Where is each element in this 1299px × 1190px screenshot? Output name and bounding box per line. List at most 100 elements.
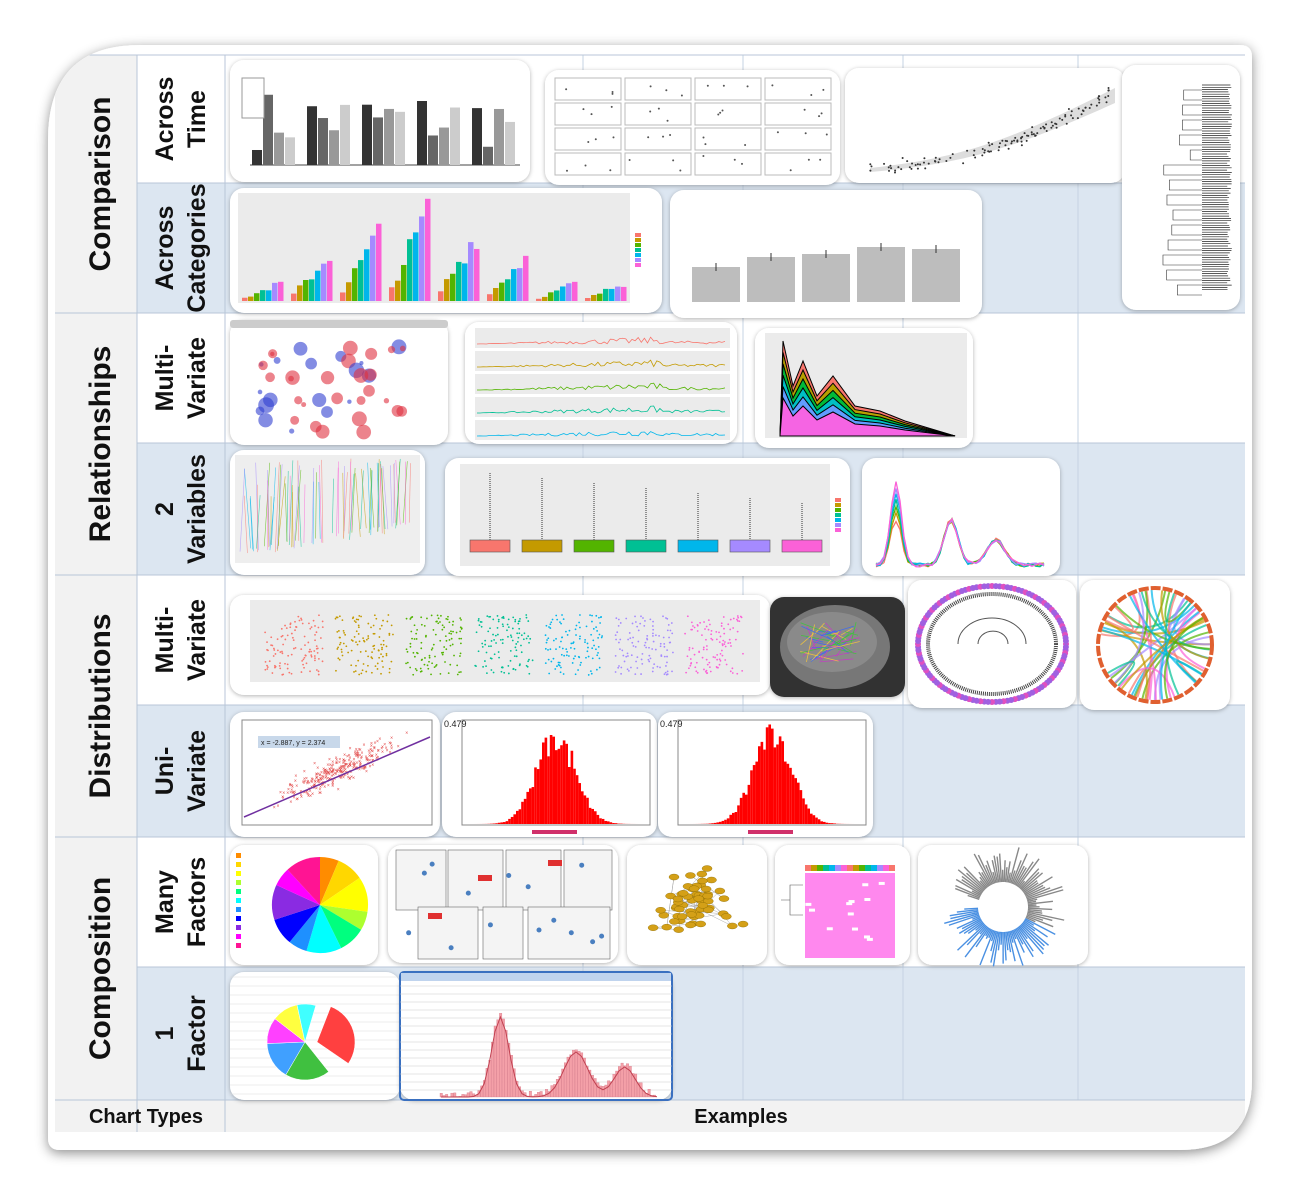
jitter-point xyxy=(652,640,655,643)
cross: × xyxy=(319,784,322,790)
radial-bar xyxy=(1027,900,1037,904)
cross: × xyxy=(335,757,338,763)
point xyxy=(945,159,948,162)
facet xyxy=(694,152,762,176)
jitter-point xyxy=(519,663,521,666)
radial-bar xyxy=(986,860,996,884)
readout-box xyxy=(258,736,340,748)
fiber xyxy=(800,622,837,637)
bar xyxy=(505,121,515,165)
branch xyxy=(1189,149,1202,161)
jitter-point xyxy=(509,649,512,652)
jitter-point xyxy=(357,659,360,662)
point xyxy=(988,144,991,147)
jitter-point xyxy=(441,624,444,627)
hist-bar xyxy=(560,745,563,824)
radial-bar xyxy=(950,911,979,920)
trace xyxy=(295,469,302,541)
cross: × xyxy=(324,770,327,776)
cross: × xyxy=(370,744,373,750)
bar xyxy=(376,223,382,301)
jitter-point xyxy=(413,638,416,640)
cross: × xyxy=(347,758,350,764)
jitter-point xyxy=(562,618,565,621)
jitter-point xyxy=(662,615,664,618)
jitter-point xyxy=(631,641,634,644)
jitter-point xyxy=(344,633,347,636)
jitter-point xyxy=(689,664,692,667)
heat-cell xyxy=(808,908,815,912)
jitter-point xyxy=(309,670,311,673)
bar xyxy=(615,286,621,301)
jitter-point xyxy=(335,669,337,672)
cross: × xyxy=(302,789,305,795)
jitter-point xyxy=(690,621,693,624)
node xyxy=(703,906,714,914)
jitter-point xyxy=(500,670,503,673)
jitter-point xyxy=(715,638,718,641)
cross: × xyxy=(328,768,331,774)
jitter-point xyxy=(621,649,624,652)
jitter-point xyxy=(721,643,724,645)
hist-bar xyxy=(513,814,516,824)
hist-bar xyxy=(593,1078,597,1098)
jitter-point xyxy=(703,621,705,623)
cross: × xyxy=(348,776,351,782)
cross: × xyxy=(358,767,361,773)
point xyxy=(901,157,904,160)
jitter-point xyxy=(648,660,651,663)
jitter-point xyxy=(579,626,581,629)
jitter-point xyxy=(501,623,504,626)
jitter-point xyxy=(415,669,418,672)
bar xyxy=(483,146,493,165)
bubble xyxy=(365,347,378,360)
jitter-point xyxy=(338,658,341,661)
jitter-point xyxy=(555,614,558,617)
jitter-point xyxy=(460,637,463,640)
jitter-point xyxy=(574,655,577,658)
radial-bar xyxy=(988,929,994,939)
facet xyxy=(694,127,762,151)
jitter-point xyxy=(649,657,652,660)
hist-bar xyxy=(555,750,558,824)
jitter-point xyxy=(388,667,391,670)
radial-bar xyxy=(1018,880,1026,889)
jitter-point xyxy=(309,648,311,651)
jitter-point xyxy=(298,619,301,622)
jitter-point xyxy=(646,634,649,637)
point xyxy=(934,156,937,159)
jitter-point xyxy=(701,656,704,659)
point xyxy=(906,160,909,163)
cross: × xyxy=(338,760,341,766)
cross: × xyxy=(364,766,367,772)
jitter-point xyxy=(367,637,370,640)
jitter-point xyxy=(301,659,304,662)
trace xyxy=(336,467,339,537)
circular-tree-thumbnail xyxy=(908,580,1076,708)
jitter-point xyxy=(341,654,344,657)
jitter-point xyxy=(317,657,320,660)
cross: × xyxy=(383,742,386,748)
jitter-point xyxy=(549,627,552,629)
jitter-point xyxy=(642,617,644,619)
jitter-point xyxy=(292,639,295,642)
jitter-point xyxy=(314,657,316,659)
jitter-point xyxy=(459,617,462,619)
jitter-point xyxy=(445,639,448,642)
jitter-point xyxy=(304,654,307,657)
jitter-point xyxy=(709,670,712,673)
jitter-point xyxy=(439,639,442,642)
cross: × xyxy=(306,791,309,797)
node xyxy=(714,887,726,895)
hist-bar xyxy=(586,797,589,824)
radial-bar xyxy=(961,918,982,930)
cross: × xyxy=(355,760,358,766)
jitter-point xyxy=(372,624,375,627)
jitter-point xyxy=(490,669,493,671)
cross: × xyxy=(354,751,357,757)
cross: × xyxy=(315,772,318,778)
jitter-point xyxy=(724,641,726,643)
hist-bar xyxy=(516,810,519,824)
stage-box xyxy=(447,849,504,911)
